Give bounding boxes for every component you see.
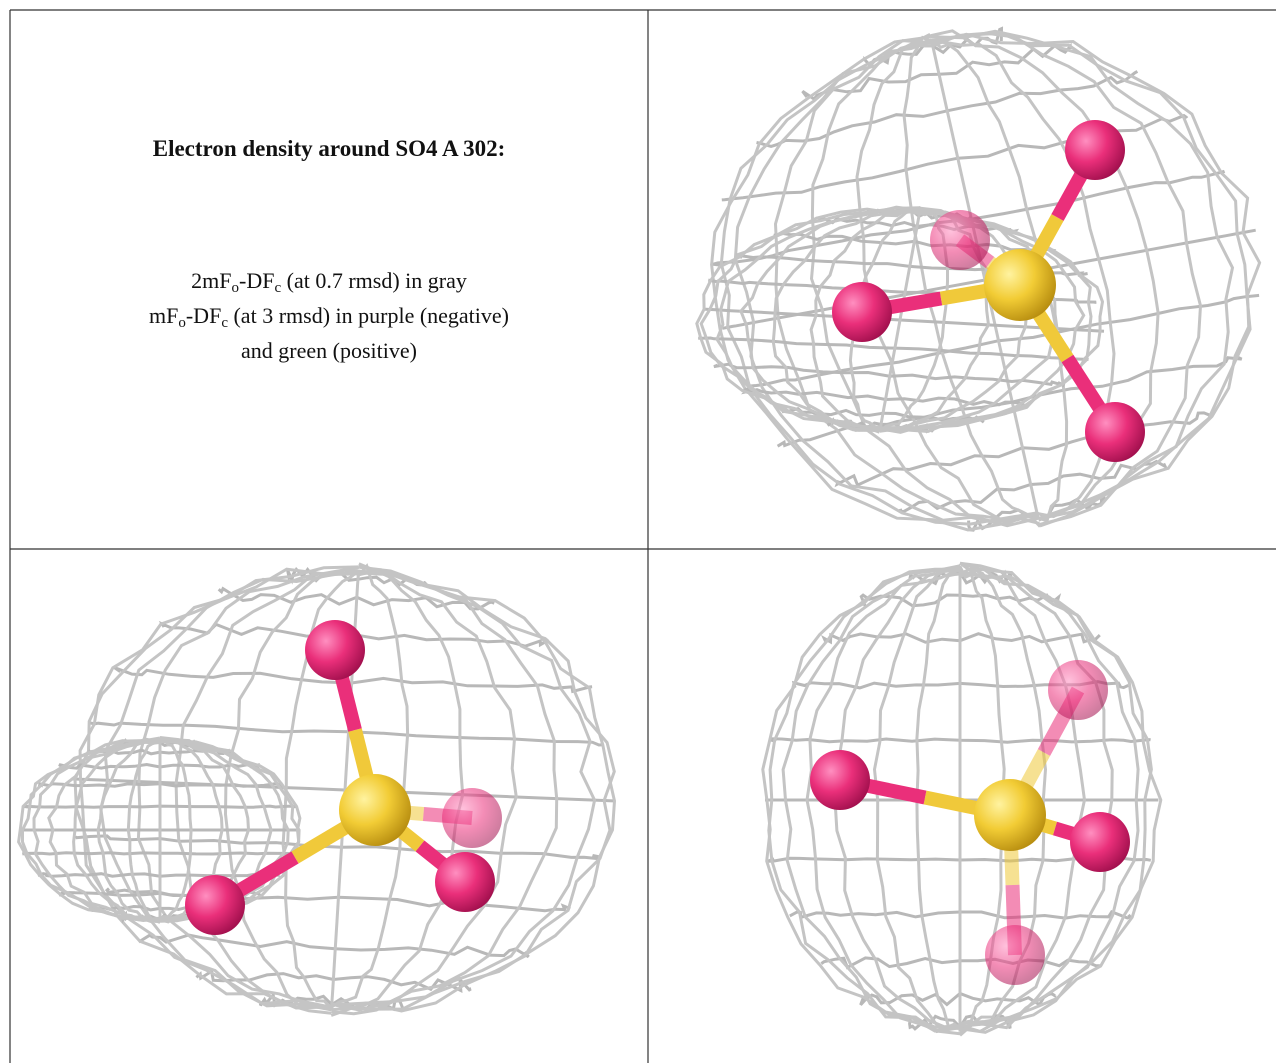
mesh-line — [37, 871, 281, 878]
mesh-line — [331, 568, 518, 1016]
mesh-line — [931, 31, 1252, 521]
mesh-line — [767, 567, 961, 1033]
text-line: mFo-DFc (at 3 rmsd) in purple (negative) — [11, 298, 647, 333]
mesh-line — [739, 206, 921, 432]
oxygen-atom — [442, 788, 502, 848]
text-segment: (at 3 rmsd) in purple (negative) — [227, 303, 509, 328]
mesh-line — [136, 565, 359, 1012]
mesh-line — [872, 564, 961, 1031]
mesh-line — [880, 207, 1086, 434]
mesh-line — [719, 32, 1038, 526]
subscript: o — [178, 315, 186, 331]
cell-title: Electron density around SO4 A 302: — [152, 136, 506, 161]
oxygen-atom — [1070, 812, 1130, 872]
text-segment: (at 0.7 rmsd) in gray — [281, 268, 467, 293]
text-cell: Electron density around SO4 A 302: 2mFo-… — [11, 11, 647, 548]
mesh-line — [959, 562, 1163, 1025]
mesh-line — [781, 565, 961, 1034]
mesh-line — [931, 32, 1262, 521]
sulfur-atom — [984, 249, 1056, 321]
subscript: o — [231, 280, 240, 296]
mesh-line — [174, 571, 359, 1015]
oxygen-atom — [930, 210, 990, 270]
mesh-line — [99, 569, 359, 1012]
mesh-line — [73, 565, 359, 1009]
mesh-line — [898, 459, 1169, 514]
oxygen-atom — [185, 875, 245, 935]
oxygen-atom — [985, 925, 1045, 985]
mesh-line — [931, 40, 1116, 519]
text-segment: -DF — [185, 303, 222, 328]
mesh-line — [761, 564, 961, 1030]
mesh-line — [281, 569, 360, 1010]
mesh-line — [902, 35, 1042, 528]
mesh-line — [809, 39, 1040, 525]
mesh-line — [330, 569, 616, 1017]
text-segment: mF — [149, 303, 179, 328]
mesh-line — [695, 207, 921, 432]
mesh-line — [771, 209, 920, 432]
mesh-line — [959, 561, 1087, 1037]
mesh-line — [930, 29, 1160, 522]
mesh-line — [32, 736, 161, 923]
oxygen-atom — [1065, 120, 1125, 180]
mesh-line — [880, 208, 1105, 432]
mesh-line — [72, 739, 161, 924]
text-line: and green (positive) — [11, 333, 647, 368]
subscript: c — [221, 315, 228, 331]
mesh-line — [930, 29, 1235, 526]
text-line: 2mFo-DFc (at 0.7 rmsd) in gray — [11, 263, 647, 298]
mesh-line — [96, 740, 161, 924]
oxygen-atom — [435, 852, 495, 912]
mesh-line — [809, 206, 921, 434]
mesh-line — [331, 571, 617, 1011]
mesh-line — [959, 569, 1153, 1034]
mesh-line — [878, 208, 922, 432]
oxygen-atom — [810, 750, 870, 810]
sulfur-atom — [339, 774, 411, 846]
mesh-line — [699, 206, 921, 429]
mesh-line — [773, 39, 1038, 523]
sulfur-atom — [974, 779, 1046, 851]
oxygen-atom — [1085, 402, 1145, 462]
mesh-line — [932, 31, 1203, 528]
mesh-line — [47, 737, 161, 924]
text-segment: -DF — [239, 268, 275, 293]
oxygen-atom — [1048, 660, 1108, 720]
oxygen-atom — [832, 282, 892, 342]
mesh-line — [158, 736, 193, 922]
mesh-line — [330, 569, 360, 1010]
cell-lines: 2mFo-DFc (at 0.7 rmsd) in gray mFo-DFc (a… — [11, 263, 647, 368]
table-borders — [9, 9, 1276, 1063]
mesh-line — [820, 632, 1101, 645]
mesh-line — [805, 568, 961, 1036]
mesh-line — [959, 567, 1048, 1035]
mesh-line — [959, 561, 1114, 1034]
text-segment: 2mF — [191, 268, 232, 293]
oxygen-atom — [305, 620, 365, 680]
mesh-line — [126, 739, 161, 923]
molecule-layer — [185, 120, 1145, 985]
text-segment: and green (positive) — [241, 338, 417, 363]
subscript: c — [274, 280, 282, 296]
mesh-line — [21, 739, 161, 922]
